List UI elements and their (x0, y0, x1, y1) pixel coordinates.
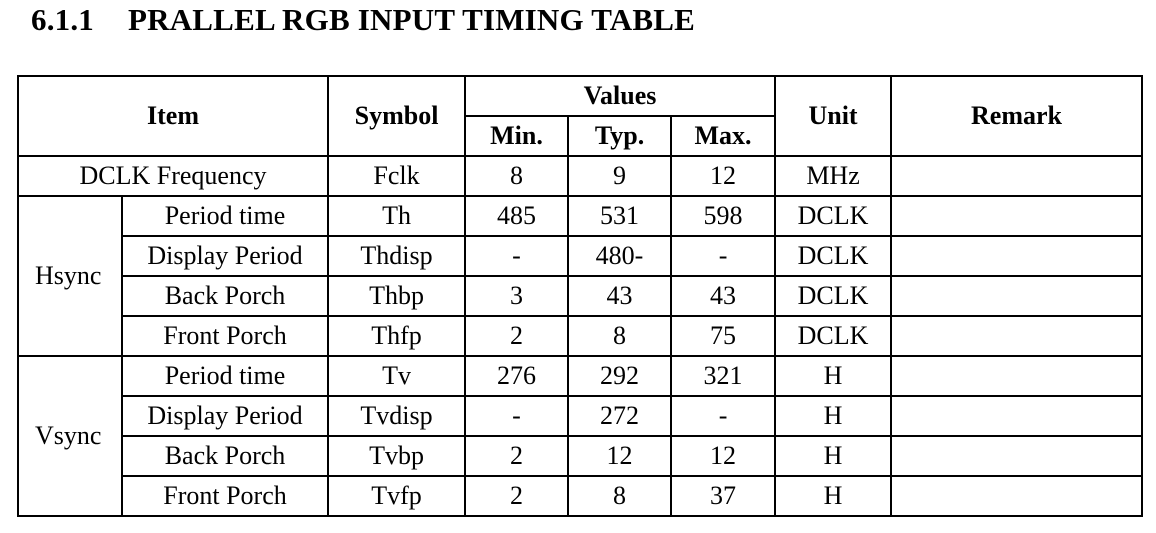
cell-unit: H (774, 435, 893, 477)
cell-symbol: Th (327, 195, 467, 237)
cell-typ: 531 (567, 195, 673, 237)
cell-max: 12 (670, 155, 777, 197)
cell-min: 276 (464, 355, 570, 397)
table-row: Hsync Period time Th 485 531 598 DCLK (17, 195, 1144, 357)
cell-typ: 272 (567, 395, 673, 437)
cell-item: Back Porch (120, 275, 330, 317)
cell-symbol: Thdisp (327, 235, 467, 277)
group-label-vsync: Vsync (17, 355, 123, 517)
cell-remark (890, 395, 1144, 437)
cell-remark (890, 435, 1144, 477)
cell-min: 2 (464, 475, 570, 517)
cell-typ: 480- (567, 235, 673, 277)
table-row: Front Porch Tvfp 2 8 37 H (18, 475, 1144, 517)
header-remark: Remark (890, 75, 1144, 157)
cell-typ: 292 (567, 355, 673, 397)
cell-min: 485 (464, 195, 570, 237)
header-row: Item Symbol Values Unit Remark (16, 75, 1144, 157)
cell-typ: 43 (567, 275, 673, 317)
cell-max: 321 (670, 355, 777, 397)
cell-min: 3 (464, 275, 570, 317)
cell-max: 598 (670, 195, 777, 237)
cell-item: Display Period (120, 235, 330, 277)
cell-symbol: Thfp (327, 315, 467, 357)
cell-remark (890, 155, 1144, 197)
header-max: Max. (670, 115, 777, 157)
cell-remark (890, 355, 1144, 397)
cell-symbol: Tvfp (327, 475, 467, 517)
cell-unit: DCLK (774, 195, 893, 237)
cell-max: - (670, 395, 777, 437)
cell-typ: 12 (567, 435, 673, 477)
cell-max: 37 (670, 475, 777, 517)
cell-remark (890, 195, 1144, 237)
header-subrow: Min. Typ. Max. (18, 115, 1142, 157)
cell-item: Display Period (120, 395, 330, 437)
cell-symbol: Fclk (327, 155, 467, 197)
cell-max: 12 (670, 435, 777, 477)
cell-typ: 8 (567, 315, 673, 357)
cell-remark (890, 235, 1144, 277)
cell-min: 2 (464, 435, 570, 477)
section-heading: 6.1.1 PRALLEL RGB INPUT TIMING TABLE (31, 2, 695, 38)
cell-symbol: Tvbp (327, 435, 467, 477)
header-symbol: Symbol (327, 75, 467, 157)
header-unit: Unit (774, 75, 893, 157)
header-values: Values (464, 75, 777, 117)
cell-max: 75 (670, 315, 777, 357)
table-row: DCLK Frequency Fclk 8 9 12 MHz (16, 155, 1144, 197)
cell-typ: 8 (567, 475, 673, 517)
cell-unit: DCLK (774, 275, 893, 317)
cell-remark (890, 475, 1144, 517)
cell-remark (890, 275, 1144, 317)
table-row: Back Porch Tvbp 2 12 12 H (18, 435, 1144, 477)
cell-item: Period time (120, 195, 330, 237)
cell-item: Front Porch (120, 475, 330, 517)
cell-min: - (464, 395, 570, 437)
cell-item: DCLK Frequency (16, 155, 330, 197)
cell-min: 2 (464, 315, 570, 357)
cell-unit: H (774, 475, 893, 517)
table-row: Display Period Tvdisp - 272 - H (18, 395, 1144, 437)
cell-remark (890, 315, 1144, 357)
cell-unit: DCLK (774, 235, 893, 277)
table-row: Front Porch Thfp 2 8 75 DCLK (18, 315, 1144, 357)
table-row: Display Period Thdisp - 480- - DCLK (18, 235, 1144, 277)
cell-item: Period time (120, 355, 330, 397)
cell-typ: 9 (567, 155, 673, 197)
header-item: Item (16, 75, 330, 157)
timing-table: Item Symbol Values Unit Remark Min. Typ.… (16, 75, 1144, 517)
group-label-hsync: Hsync (17, 195, 123, 357)
cell-max: 43 (670, 275, 777, 317)
cell-symbol: Thbp (327, 275, 467, 317)
cell-unit: MHz (774, 155, 893, 197)
header-typ: Typ. (567, 115, 673, 157)
cell-unit: H (774, 355, 893, 397)
cell-unit: DCLK (774, 315, 893, 357)
cell-max: - (670, 235, 777, 277)
section-title: PRALLEL RGB INPUT TIMING TABLE (128, 2, 696, 37)
cell-item: Back Porch (120, 435, 330, 477)
header-min: Min. (464, 115, 570, 157)
cell-item: Front Porch (120, 315, 330, 357)
cell-symbol: Tv (327, 355, 467, 397)
section-number: 6.1.1 (31, 2, 94, 37)
table-row: Back Porch Thbp 3 43 43 DCLK (18, 275, 1144, 317)
cell-unit: H (774, 395, 893, 437)
table-row: Vsync Period time Tv 276 292 321 H (17, 355, 1144, 517)
cell-symbol: Tvdisp (327, 395, 467, 437)
cell-min: - (464, 235, 570, 277)
cell-min: 8 (464, 155, 570, 197)
